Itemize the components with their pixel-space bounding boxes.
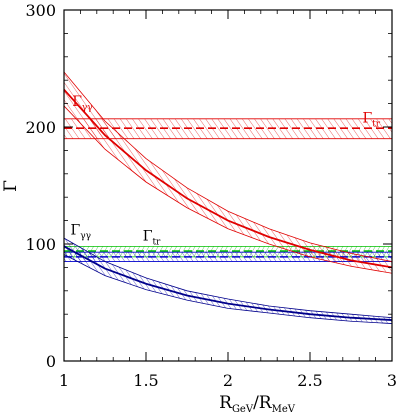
curve-band-lower-0 [63,105,393,274]
y-tick-label-3: 300 [25,1,56,20]
x-axis-label: RGeV/RMeV [219,393,296,415]
curve-band-upper-1 [63,237,393,319]
x-tick-label-4: 3 [387,371,397,390]
annotation-0: Γγγ [72,94,92,113]
annotation-2: Γγγ [71,223,91,242]
curve-band-0 [64,72,392,274]
x-tick-label-0: 1 [59,371,69,390]
axis-ticks: 1 1.5 2 2.5 3 0 100 200 300 [25,1,397,390]
curve-0 [63,88,393,269]
hline-band-0 [64,118,392,139]
x-tick-label-2: 2 [223,371,233,390]
plot-area: Γγγ Γtr Γγγ Γtr [63,71,393,324]
hline-band-2 [64,252,392,262]
curve-1 [63,245,393,321]
annotation-1: Γtr [362,110,380,129]
y-tick-label-1: 100 [25,235,56,254]
curve-band-lower-1 [63,254,393,324]
x-tick-label-1: 1.5 [133,371,158,390]
hline-band-1 [64,246,392,257]
y-axis-label: Γ [1,180,21,192]
y-tick-label-0: 0 [46,352,56,371]
x-tick-label-3: 2.5 [297,371,322,390]
y-tick-label-2: 200 [25,118,56,137]
curve-band-upper-0 [63,71,393,262]
annotation-3: Γtr [143,228,161,247]
